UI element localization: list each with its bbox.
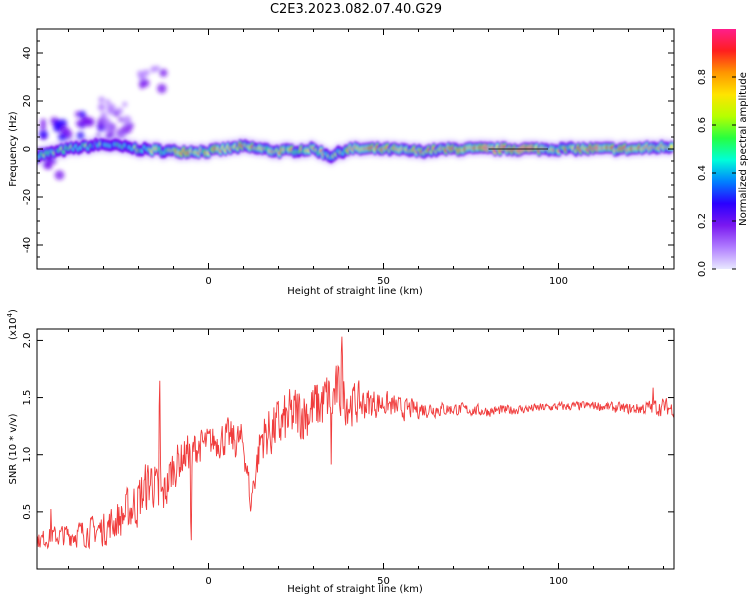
colorbar-tick-label: 0.2: [697, 213, 708, 229]
x-tick-label: 0: [205, 276, 211, 287]
x-tick-label: 50: [377, 276, 390, 287]
y-tick-label: 0: [22, 146, 33, 152]
y-tick-label: 1.5: [22, 390, 33, 406]
colorbar: [712, 29, 736, 269]
x-tick-label: 0: [205, 576, 211, 587]
y-tick-label: -40: [22, 237, 33, 253]
top-axes: 0 50 100 40 20 0 -20 -40: [22, 28, 674, 287]
y-tick-label: 0.5: [22, 504, 33, 520]
top-y-axis-label: Frequency (Hz): [8, 111, 19, 187]
x-tick-label: 100: [549, 576, 568, 587]
snr-series-line: [37, 336, 674, 550]
bottom-x-axis-label: Height of straight line (km): [287, 584, 423, 595]
colorbar-tick-label: 0.0: [697, 261, 708, 277]
colorbar-axis: 0.0 0.2 0.4 0.6 0.8: [697, 69, 736, 277]
colorbar-tick-label: 0.8: [697, 69, 708, 85]
bottom-axes: 0 50 100 0.5 1.0 1.5 2.0: [22, 329, 674, 587]
y-tick-label: 40: [22, 47, 33, 60]
bottom-y-axis-label: SNR (10 * v/v): [8, 413, 19, 484]
y-multiplier-label: (x104): [6, 309, 19, 340]
y-tick-label: 1.0: [22, 447, 33, 463]
colorbar-label: Normalized spectral amplitude: [738, 72, 749, 226]
y-tick-label: 20: [22, 95, 33, 108]
bottom-plot-frame: [36, 328, 675, 570]
colorbar-tick-label: 0.4: [697, 165, 708, 181]
top-x-axis-label: Height of straight line (km): [287, 286, 423, 297]
x-tick-label: 50: [377, 576, 390, 587]
y-tick-label: 2.0: [22, 332, 33, 348]
spectrogram-heatmap: [37, 65, 674, 180]
chart-title: C2E3.2023.082.07.40.G29: [269, 2, 443, 17]
colorbar-tick-label: 0.6: [697, 117, 708, 133]
y-tick-label: -20: [22, 189, 33, 205]
x-tick-label: 100: [549, 276, 568, 287]
